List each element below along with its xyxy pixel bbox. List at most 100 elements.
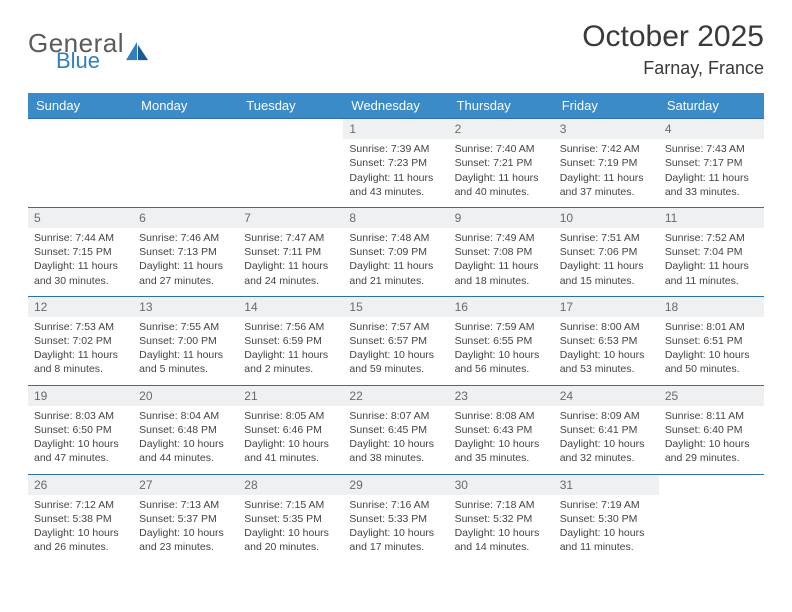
calendar-cell: 6Sunrise: 7:46 AMSunset: 7:13 PMDaylight… bbox=[133, 207, 238, 296]
sunset-line: Sunset: 6:40 PM bbox=[665, 423, 758, 437]
daylight-line: Daylight: 11 hours and 27 minutes. bbox=[139, 259, 232, 287]
day-number: 27 bbox=[133, 475, 238, 495]
day-number: 5 bbox=[28, 208, 133, 228]
sunrise-line: Sunrise: 7:42 AM bbox=[560, 142, 653, 156]
sunrise-line: Sunrise: 7:48 AM bbox=[349, 231, 442, 245]
sunset-line: Sunset: 6:51 PM bbox=[665, 334, 758, 348]
sunrise-line: Sunrise: 7:55 AM bbox=[139, 320, 232, 334]
daylight-line: Daylight: 10 hours and 29 minutes. bbox=[665, 437, 758, 465]
sunset-line: Sunset: 6:45 PM bbox=[349, 423, 442, 437]
calendar-cell: 8Sunrise: 7:48 AMSunset: 7:09 PMDaylight… bbox=[343, 207, 448, 296]
calendar-cell bbox=[28, 119, 133, 208]
sunset-line: Sunset: 5:38 PM bbox=[34, 512, 127, 526]
calendar-cell: 26Sunrise: 7:12 AMSunset: 5:38 PMDayligh… bbox=[28, 474, 133, 562]
sunset-line: Sunset: 6:50 PM bbox=[34, 423, 127, 437]
day-number: 14 bbox=[238, 297, 343, 317]
calendar-cell: 22Sunrise: 8:07 AMSunset: 6:45 PMDayligh… bbox=[343, 385, 448, 474]
calendar-body: 1Sunrise: 7:39 AMSunset: 7:23 PMDaylight… bbox=[28, 119, 764, 563]
weekday-header: Friday bbox=[554, 93, 659, 119]
calendar-cell: 7Sunrise: 7:47 AMSunset: 7:11 PMDaylight… bbox=[238, 207, 343, 296]
sunrise-line: Sunrise: 8:01 AM bbox=[665, 320, 758, 334]
sunset-line: Sunset: 7:17 PM bbox=[665, 156, 758, 170]
calendar-row: 26Sunrise: 7:12 AMSunset: 5:38 PMDayligh… bbox=[28, 474, 764, 562]
daylight-line: Daylight: 10 hours and 50 minutes. bbox=[665, 348, 758, 376]
daylight-line: Daylight: 10 hours and 20 minutes. bbox=[244, 526, 337, 554]
calendar-cell: 4Sunrise: 7:43 AMSunset: 7:17 PMDaylight… bbox=[659, 119, 764, 208]
calendar-cell: 25Sunrise: 8:11 AMSunset: 6:40 PMDayligh… bbox=[659, 385, 764, 474]
calendar-cell: 17Sunrise: 8:00 AMSunset: 6:53 PMDayligh… bbox=[554, 296, 659, 385]
sunset-line: Sunset: 7:02 PM bbox=[34, 334, 127, 348]
sunset-line: Sunset: 5:33 PM bbox=[349, 512, 442, 526]
page-header: General Blue October 2025 Farnay, France bbox=[28, 20, 764, 79]
day-number: 22 bbox=[343, 386, 448, 406]
calendar-cell: 1Sunrise: 7:39 AMSunset: 7:23 PMDaylight… bbox=[343, 119, 448, 208]
daylight-line: Daylight: 10 hours and 17 minutes. bbox=[349, 526, 442, 554]
weekday-header-row: Sunday Monday Tuesday Wednesday Thursday… bbox=[28, 93, 764, 119]
calendar-cell: 16Sunrise: 7:59 AMSunset: 6:55 PMDayligh… bbox=[449, 296, 554, 385]
sunset-line: Sunset: 5:30 PM bbox=[560, 512, 653, 526]
calendar-table: Sunday Monday Tuesday Wednesday Thursday… bbox=[28, 93, 764, 562]
calendar-cell: 21 Sunrise: 8:05 AMSunset: 6:46 PMDayligh… bbox=[238, 385, 343, 474]
daylight-line: Daylight: 10 hours and 44 minutes. bbox=[139, 437, 232, 465]
calendar-cell: 9Sunrise: 7:49 AMSunset: 7:08 PMDaylight… bbox=[449, 207, 554, 296]
sunset-line: Sunset: 6:41 PM bbox=[560, 423, 653, 437]
calendar-cell bbox=[659, 474, 764, 562]
calendar-cell: 30Sunrise: 7:18 AMSunset: 5:32 PMDayligh… bbox=[449, 474, 554, 562]
calendar-cell: 24Sunrise: 8:09 AMSunset: 6:41 PMDayligh… bbox=[554, 385, 659, 474]
sunset-line: Sunset: 5:37 PM bbox=[139, 512, 232, 526]
sunset-line: Sunset: 6:53 PM bbox=[560, 334, 653, 348]
sunrise-line: Sunrise: 7:15 AM bbox=[244, 498, 337, 512]
calendar-cell: 11Sunrise: 7:52 AMSunset: 7:04 PMDayligh… bbox=[659, 207, 764, 296]
sunrise-line: Sunrise: 7:53 AM bbox=[34, 320, 127, 334]
sunrise-line: Sunrise: 7:59 AM bbox=[455, 320, 548, 334]
sunrise-line: Sunrise: 7:44 AM bbox=[34, 231, 127, 245]
day-number: 8 bbox=[343, 208, 448, 228]
brand-logo: General Blue bbox=[28, 20, 148, 72]
sunset-line: Sunset: 6:46 PM bbox=[244, 423, 337, 437]
calendar-cell: 13Sunrise: 7:55 AMSunset: 7:00 PMDayligh… bbox=[133, 296, 238, 385]
sunset-line: Sunset: 6:55 PM bbox=[455, 334, 548, 348]
calendar-row: 19Sunrise: 8:03 AMSunset: 6:50 PMDayligh… bbox=[28, 385, 764, 474]
calendar-row: 12 Sunrise: 7:53 AMSunset: 7:02 PM Dayligh… bbox=[28, 296, 764, 385]
daylight-line: Daylight: 11 hours and 40 minutes. bbox=[455, 171, 548, 199]
sunrise-line: Sunrise: 8:04 AM bbox=[139, 409, 232, 423]
day-number: 11 bbox=[659, 208, 764, 228]
daylight-line: Daylight: 11 hours and 21 minutes. bbox=[349, 259, 442, 287]
sunrise-line: Sunrise: 7:39 AM bbox=[349, 142, 442, 156]
day-number: 19 bbox=[28, 386, 133, 406]
day-number: 4 bbox=[659, 119, 764, 139]
daylight-line: Daylight: 10 hours and 41 minutes. bbox=[244, 437, 337, 465]
daylight-line: Daylight: 10 hours and 14 minutes. bbox=[455, 526, 548, 554]
daylight-line: Daylight: 11 hours and 37 minutes. bbox=[560, 171, 653, 199]
calendar-cell: 5Sunrise: 7:44 AMSunset: 7:15 PMDaylight… bbox=[28, 207, 133, 296]
calendar-cell bbox=[238, 119, 343, 208]
day-number: 21 bbox=[238, 386, 343, 406]
day-number: 12 bbox=[28, 297, 133, 317]
day-number: 28 bbox=[238, 475, 343, 495]
sunset-line: Sunset: 7:04 PM bbox=[665, 245, 758, 259]
sunrise-line: Sunrise: 7:16 AM bbox=[349, 498, 442, 512]
sunset-line: Sunset: 7:08 PM bbox=[455, 245, 548, 259]
weekday-header: Saturday bbox=[659, 93, 764, 119]
sunrise-line: Sunrise: 7:40 AM bbox=[455, 142, 548, 156]
daylight-line: Daylight: 11 hours and 24 minutes. bbox=[244, 259, 337, 287]
sunset-line: Sunset: 7:19 PM bbox=[560, 156, 653, 170]
daylight-line: Daylight: 11 hours and 18 minutes. bbox=[455, 259, 548, 287]
daylight-line: Daylight: 10 hours and 35 minutes. bbox=[455, 437, 548, 465]
calendar-row: 5Sunrise: 7:44 AMSunset: 7:15 PMDaylight… bbox=[28, 207, 764, 296]
calendar-cell: 27Sunrise: 7:13 AMSunset: 5:37 PMDayligh… bbox=[133, 474, 238, 562]
day-number: 1 bbox=[343, 119, 448, 139]
daylight-line: Daylight: 10 hours and 11 minutes. bbox=[560, 526, 653, 554]
daylight-line: Daylight: 10 hours and 32 minutes. bbox=[560, 437, 653, 465]
daylight-line: Daylight: 11 hours and 43 minutes. bbox=[349, 171, 442, 199]
sunset-line: Sunset: 7:13 PM bbox=[139, 245, 232, 259]
sunrise-line: Sunrise: 8:05 AM bbox=[244, 409, 337, 423]
daylight-line: Daylight: 10 hours and 26 minutes. bbox=[34, 526, 127, 554]
calendar-cell: 29Sunrise: 7:16 AMSunset: 5:33 PMDayligh… bbox=[343, 474, 448, 562]
sunrise-line: Sunrise: 8:09 AM bbox=[560, 409, 653, 423]
day-number: 17 bbox=[554, 297, 659, 317]
sunset-line: Sunset: 5:32 PM bbox=[455, 512, 548, 526]
daylight-line: Daylight: 11 hours and 5 minutes. bbox=[139, 348, 232, 376]
sunrise-line: Sunrise: 7:51 AM bbox=[560, 231, 653, 245]
calendar-cell: 31Sunrise: 7:19 AMSunset: 5:30 PMDayligh… bbox=[554, 474, 659, 562]
